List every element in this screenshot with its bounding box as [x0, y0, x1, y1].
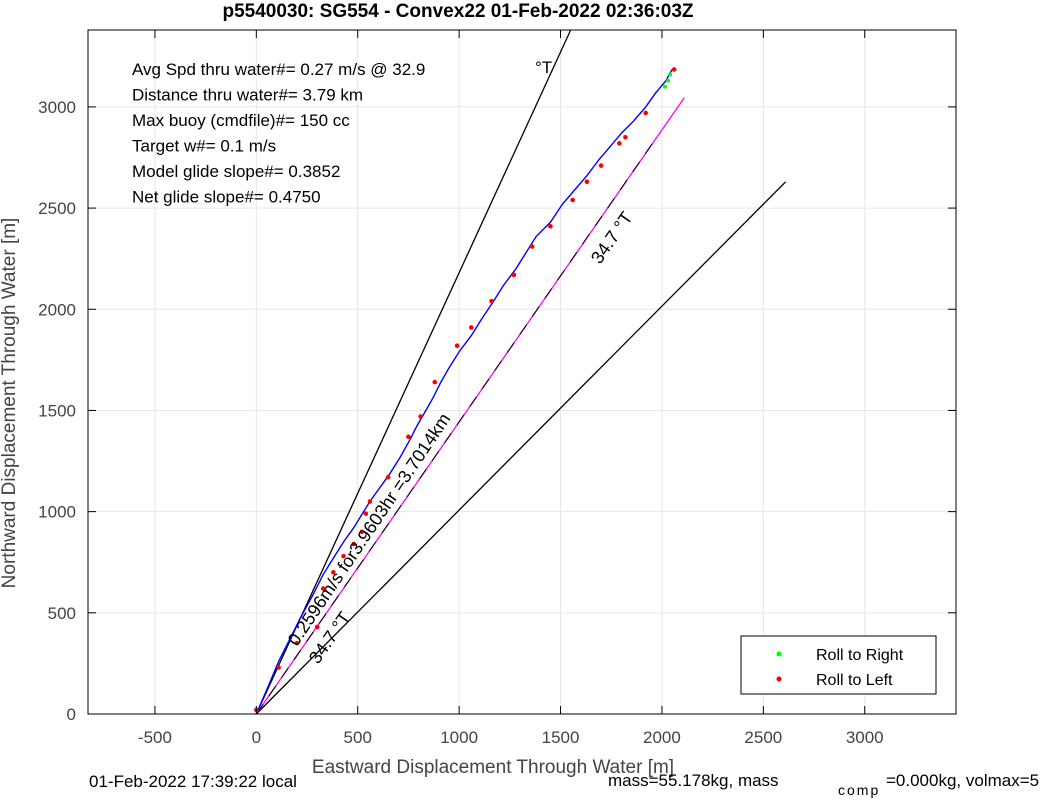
- y-tick-label: 2500: [38, 199, 76, 218]
- roll-left-point: [406, 434, 411, 440]
- roll-left-point: [548, 223, 553, 229]
- roll-left-point: [331, 570, 336, 575]
- reference-line-bound-left: [255, 29, 572, 715]
- roll-right-point: [668, 72, 673, 77]
- roll-left-point: [623, 134, 628, 140]
- legend-marker-roll-right: [776, 651, 782, 657]
- roll-left-point: [489, 298, 494, 304]
- roll-left-point: [511, 272, 517, 278]
- x-tick-label: 1000: [440, 728, 478, 747]
- y-tick-label: 2000: [38, 300, 76, 319]
- roll-left-point: [359, 529, 365, 535]
- footer-local-time: 01-Feb-2022 17:39:22 local: [89, 772, 297, 791]
- info-line: Model glide slope#= 0.3852: [132, 162, 340, 181]
- roll-left-point: [671, 67, 677, 72]
- chart-title: p5540030: SG554 - Convex22 01-Feb-2022 0…: [222, 1, 693, 22]
- y-tick-label: 1000: [38, 503, 76, 522]
- track-series: [255, 69, 673, 715]
- info-line: Target w#= 0.1 m/s: [132, 137, 276, 156]
- x-tick-label: 2000: [643, 728, 681, 747]
- reference-lines: [255, 29, 787, 715]
- roll-left-point: [643, 110, 649, 116]
- roll-left-point: [294, 640, 300, 646]
- info-unit-label: °T: [535, 58, 552, 77]
- roll-right-point: [662, 84, 667, 89]
- roll-left-point: [351, 541, 356, 547]
- info-line: Avg Spd thru water#= 0.27 m/s @ 32.9: [132, 60, 425, 79]
- roll-left-point: [363, 511, 369, 516]
- x-tick-label: 3000: [846, 728, 884, 747]
- roll-left-point: [314, 624, 320, 630]
- y-tick-label: 1500: [38, 401, 76, 420]
- roll-left-point: [454, 343, 460, 348]
- x-tick-label: 1500: [542, 728, 580, 747]
- info-line: Distance thru water#= 3.79 km: [132, 86, 363, 105]
- roll-left-point: [468, 325, 474, 330]
- x-tick-label: 500: [344, 728, 372, 747]
- info-block: Avg Spd thru water#= 0.27 m/s @ 32.9 Dist…: [132, 60, 425, 207]
- track-line: [255, 69, 673, 715]
- x-tick-label: 2500: [744, 728, 782, 747]
- footer-comp-volmax: =0.000kg, volmax=5: [886, 771, 1040, 790]
- plot-area: [88, 30, 956, 714]
- roll-left-point: [584, 179, 590, 185]
- y-axis-label: Northward Displacement Through Water [m]: [0, 218, 20, 589]
- y-tick-label: 500: [48, 604, 76, 623]
- roll-left-point: [418, 414, 423, 419]
- legend-label-roll-left: Roll to Left: [816, 672, 893, 689]
- legend-box: [740, 635, 937, 695]
- legend: Roll to Right Roll to Left: [740, 635, 937, 695]
- x-axis-label: Eastward Displacement Through Water [m]: [312, 757, 674, 778]
- legend-label-roll-right: Roll to Right: [816, 647, 904, 664]
- roll-left-point: [432, 379, 438, 385]
- grid: [88, 30, 956, 715]
- roll-markers: [254, 67, 677, 713]
- info-line: Max buoy (cmdfile)#= 150 cc: [132, 111, 350, 130]
- roll-left-point: [341, 553, 346, 559]
- y-tick-label: 0: [67, 705, 76, 724]
- x-tick-label: -500: [138, 728, 172, 747]
- footer-mass: mass=55.178kg, mass: [608, 771, 779, 790]
- x-tick-label: 0: [252, 728, 261, 747]
- roll-right-point: [666, 78, 671, 83]
- footer-comp-subscript: comp: [838, 782, 881, 798]
- roll-left-point: [320, 586, 326, 591]
- reference-line-bound-right: [255, 181, 787, 715]
- roll-left-point: [276, 665, 281, 670]
- y-tick-label: 3000: [38, 98, 76, 117]
- axis-ticks: -500 0 500 1000 1500 2000 2500 3000 0 500 1000 1500…: [38, 30, 956, 747]
- roll-left-point: [598, 163, 604, 168]
- roll-left-point: [617, 141, 622, 146]
- reference-line-heading-dashed: [255, 140, 655, 715]
- roll-left-point: [529, 244, 535, 249]
- plot-frame: [87, 29, 957, 715]
- legend-marker-roll-left: [776, 676, 782, 682]
- info-line: Net glide slope#= 0.4750: [132, 188, 321, 207]
- roll-left-point: [385, 474, 391, 480]
- roll-left-point: [367, 499, 373, 504]
- roll-left-point: [570, 197, 576, 203]
